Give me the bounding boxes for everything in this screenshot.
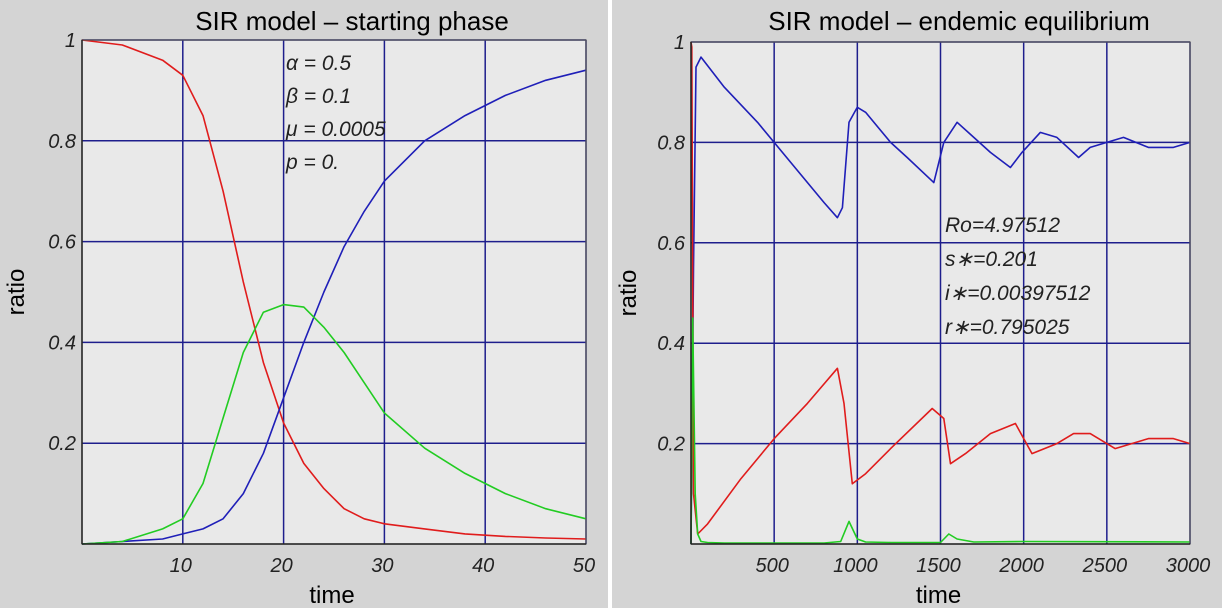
series-line-3	[690, 317, 1191, 545]
y-tick-label: 0.2	[657, 434, 685, 456]
chart-panel-endemic-equilibrium: 0.2 0.4 0.6 0.8 1 500 1000 1500 2000 2500 3000 SIR …	[612, 0, 1222, 608]
y-tick-label: 1	[674, 32, 685, 54]
parameter-annotation: α = 0.5	[286, 52, 351, 75]
y-tick-label: 0.8	[657, 132, 685, 154]
y-tick-label: 0.6	[657, 233, 686, 255]
x-tick-label: 40	[472, 555, 494, 577]
x-tick-label: 500	[755, 555, 788, 577]
x-tick-label: 2500	[1082, 555, 1128, 577]
x-tick-label: 2000	[998, 555, 1044, 577]
parameter-annotation: p = 0.	[285, 151, 339, 174]
y-axis-label: ratio	[615, 270, 642, 317]
x-axis-label: time	[309, 582, 354, 608]
series-line-2	[690, 41, 1191, 535]
series-line-3	[81, 303, 587, 545]
parameter-annotation: r∗=0.795025	[945, 316, 1070, 339]
y-axis-label: ratio	[3, 269, 30, 316]
chart-starting-phase: 0.2 0.4 0.6 0.8 1 10 20 30 40 50 SIR model – start…	[3, 6, 595, 608]
y-tick-label: 0.8	[48, 131, 76, 153]
x-tick-label: 3000	[1166, 555, 1211, 577]
parameter-annotation: i∗=0.00397512	[945, 282, 1091, 305]
parameter-annotation: β = 0.1	[285, 85, 351, 108]
series-line-2	[81, 69, 587, 545]
series-line-1	[690, 56, 1191, 545]
y-tick-label: 0.4	[657, 333, 685, 355]
chart-panel-starting-phase: 0.2 0.4 0.6 0.8 1 10 20 30 40 50 SIR model – start…	[0, 0, 608, 608]
plot-area	[82, 40, 586, 544]
series-line-1	[81, 39, 587, 540]
x-tick-label: 20	[269, 555, 292, 577]
parameter-annotation: Ro=4.97512	[945, 214, 1060, 237]
y-tick-label: 0.6	[48, 232, 77, 254]
x-tick-label: 1500	[916, 555, 961, 577]
parameter-annotation: μ = 0.0005	[285, 118, 386, 141]
parameter-annotation: s∗=0.201	[945, 248, 1038, 271]
chart-title: SIR model – endemic equilibrium	[768, 6, 1150, 36]
y-tick-label: 1	[65, 30, 76, 52]
y-tick-label: 0.4	[48, 332, 76, 354]
y-tick-label: 0.2	[48, 433, 76, 455]
x-tick-label: 1000	[833, 555, 878, 577]
x-axis-label: time	[916, 582, 961, 608]
chart-title: SIR model – starting phase	[195, 6, 509, 36]
x-tick-label: 30	[371, 555, 393, 577]
x-tick-label: 50	[573, 555, 595, 577]
x-tick-label: 10	[170, 555, 192, 577]
